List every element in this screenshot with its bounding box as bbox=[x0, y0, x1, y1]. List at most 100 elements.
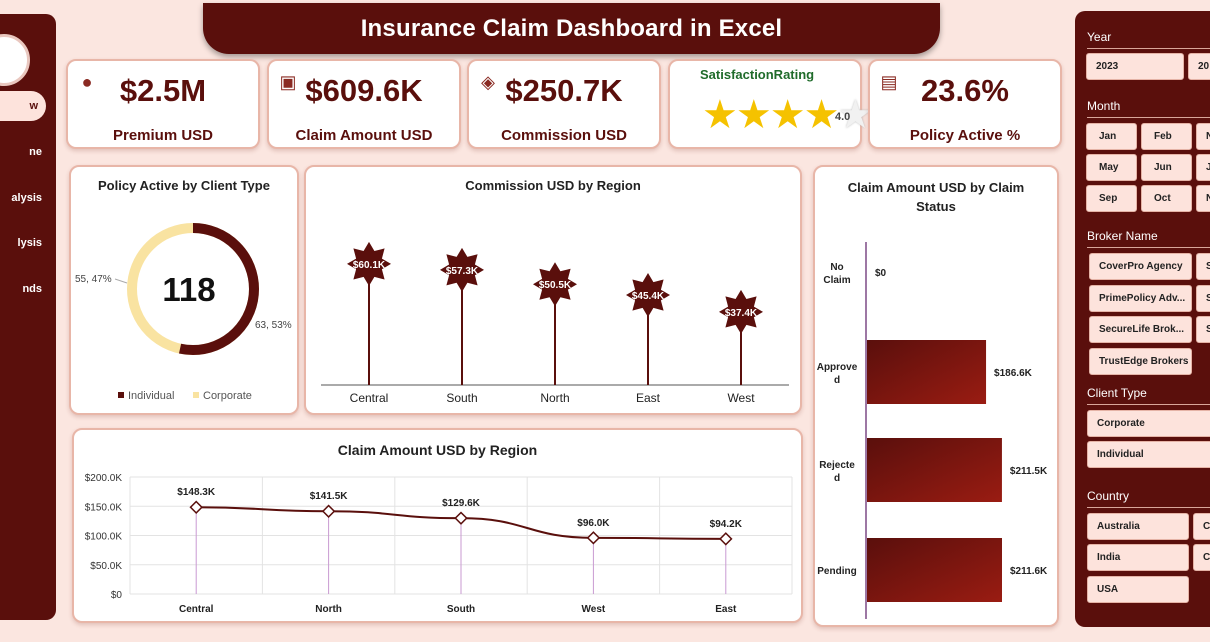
page-title: Insurance Claim Dashboard in Excel bbox=[360, 14, 783, 42]
chart-title: Policy Active by Client Type bbox=[98, 178, 270, 193]
slicer-item-broker[interactable]: PrimePolicy Adv... bbox=[1089, 285, 1192, 312]
slicer-item-broker[interactable]: S bbox=[1196, 253, 1210, 280]
bar[interactable] bbox=[867, 538, 1002, 602]
slicer-item-month[interactable]: Sep bbox=[1086, 185, 1137, 212]
slicer-panel: Year 2023 20 Month Jan Feb N May Jun J S… bbox=[1075, 11, 1210, 627]
chart-title: Claim Amount USD by Claim Status bbox=[847, 180, 1025, 214]
slicer-item-country[interactable]: Australia bbox=[1087, 513, 1189, 540]
commission-region-panel: Commission USD by Region $60.1K Central $5… bbox=[304, 165, 802, 415]
donut-label-corporate: 55, 47% bbox=[75, 274, 112, 285]
data-label: $148.3K bbox=[177, 487, 216, 498]
slicer-item-country[interactable]: USA bbox=[1087, 576, 1189, 603]
slicer-item-year-2023[interactable]: 2023 bbox=[1086, 53, 1184, 80]
data-point[interactable] bbox=[454, 511, 468, 525]
data-label: $211.6K bbox=[1010, 566, 1048, 577]
data-point[interactable] bbox=[586, 531, 601, 545]
slicer-item-country[interactable]: C bbox=[1193, 513, 1210, 540]
claim-region-chart: $200.0K $150.0K $100.0K $50.0K $0 $148.3K Cent… bbox=[85, 473, 793, 615]
cash-hand-icon: ▣ bbox=[279, 72, 297, 92]
slicer-item-month[interactable]: Jan bbox=[1086, 123, 1137, 150]
slicer-item-month[interactable]: May bbox=[1086, 154, 1137, 181]
slicer-item-month[interactable]: Feb bbox=[1141, 123, 1192, 150]
slicer-item-broker[interactable]: S bbox=[1196, 316, 1210, 343]
y-tick-label: $50.0K bbox=[90, 561, 122, 572]
category-label: North bbox=[315, 604, 342, 615]
slicer-item-client-type[interactable]: Corporate bbox=[1087, 410, 1210, 437]
legend-label-individual: Individual bbox=[128, 390, 174, 402]
starburst-marker[interactable] bbox=[533, 262, 577, 307]
category-label: North bbox=[540, 391, 569, 405]
slicer-item-month[interactable]: N bbox=[1196, 185, 1210, 212]
nav-item-timeline[interactable]: ne bbox=[29, 146, 42, 158]
data-label: $96.0K bbox=[577, 518, 610, 529]
bar[interactable] bbox=[867, 340, 987, 404]
divider bbox=[1087, 247, 1210, 248]
data-point[interactable] bbox=[719, 532, 733, 546]
kpi-value: $609.6K bbox=[305, 73, 423, 108]
policy-document-icon: ▤ bbox=[880, 72, 898, 92]
donut-center-value: 118 bbox=[162, 271, 215, 308]
slicer-item-month[interactable]: J bbox=[1196, 154, 1210, 181]
y-tick-label: $100.0K bbox=[85, 532, 123, 543]
handshake-icon: ◈ bbox=[481, 72, 495, 92]
slicer-item-client-type[interactable]: Individual bbox=[1087, 441, 1210, 468]
data-point[interactable] bbox=[321, 504, 336, 518]
divider bbox=[1087, 48, 1210, 49]
donut-slice-individual[interactable] bbox=[127, 223, 259, 355]
slicer-item-country[interactable]: India bbox=[1087, 544, 1189, 571]
leader-line bbox=[114, 278, 128, 284]
kpi-label: Policy Active % bbox=[909, 127, 1021, 144]
nav-item-analysis-2[interactable]: lysis bbox=[17, 237, 42, 249]
star-rating: ★★★★★ bbox=[702, 91, 873, 139]
slicer-item-broker[interactable]: TrustEdge Brokers bbox=[1089, 348, 1192, 375]
slicer-item-month[interactable]: Oct bbox=[1141, 185, 1192, 212]
data-point[interactable] bbox=[189, 500, 203, 514]
category-label: Central bbox=[179, 604, 214, 615]
data-label: $94.2K bbox=[710, 519, 743, 530]
slicer-item-country[interactable]: C bbox=[1193, 544, 1210, 571]
bar[interactable] bbox=[867, 438, 1002, 502]
slicer-item-month[interactable]: N bbox=[1196, 123, 1210, 150]
category-label: Central bbox=[350, 391, 389, 405]
starburst-marker[interactable] bbox=[626, 273, 670, 317]
kpi-commission: ◈ $250.7K Commission USD bbox=[467, 59, 661, 149]
kpi-policy-active: ▤ 23.6% Policy Active % bbox=[868, 59, 1062, 149]
avatar[interactable] bbox=[0, 34, 30, 86]
nav-item-overview[interactable]: w bbox=[0, 91, 46, 121]
policy-active-panel: Policy Active by Client Type 118 55, 47%… bbox=[69, 165, 299, 415]
star-icon: ★ bbox=[803, 93, 840, 137]
slicer-item-broker[interactable]: SecureLife Brok... bbox=[1089, 316, 1192, 343]
slicer-item-year[interactable]: 20 bbox=[1188, 53, 1210, 80]
data-label: $37.4K bbox=[725, 308, 758, 319]
category-label: West bbox=[582, 604, 606, 615]
starburst-marker[interactable] bbox=[440, 247, 484, 292]
kpi-premium: ● $2.5M Premium USD bbox=[66, 59, 260, 149]
data-label: $50.5K bbox=[539, 280, 572, 291]
left-nav: w ne alysis lysis nds bbox=[0, 14, 56, 620]
slicer-item-month[interactable]: Jun bbox=[1141, 154, 1192, 181]
star-icon: ★ bbox=[735, 93, 772, 137]
starburst-marker[interactable] bbox=[719, 289, 763, 334]
commission-chart: $60.1K Central $57.3K South $50.5K North $45.4… bbox=[321, 241, 789, 405]
data-label: $129.6K bbox=[442, 498, 481, 509]
slicer-title-country: Country bbox=[1087, 489, 1130, 503]
kpi-label: Premium USD bbox=[112, 127, 214, 144]
divider bbox=[1087, 404, 1210, 405]
star-icon: ★ bbox=[837, 93, 873, 137]
starburst-marker[interactable] bbox=[347, 241, 391, 286]
slicer-item-broker[interactable]: CoverPro Agency bbox=[1089, 253, 1192, 280]
kpi-label: Claim Amount USD bbox=[295, 127, 433, 144]
slicer-item-broker[interactable]: S bbox=[1196, 285, 1210, 312]
data-label: $45.4K bbox=[632, 291, 665, 302]
nav-item-analysis-1[interactable]: alysis bbox=[11, 192, 42, 204]
category-label: Pending bbox=[817, 566, 856, 577]
nav-item-trends[interactable]: nds bbox=[22, 283, 42, 295]
slicer-title-month: Month bbox=[1087, 99, 1121, 113]
slicer-title-year: Year bbox=[1087, 30, 1112, 44]
divider bbox=[1087, 117, 1210, 118]
data-label: $60.1K bbox=[353, 260, 386, 271]
kpi-satisfaction: SatisfactionRating ★★★★★ 4.0 bbox=[668, 59, 873, 149]
data-label: $57.3K bbox=[446, 266, 479, 277]
kpi-value: $2.5M bbox=[119, 73, 207, 108]
data-label: $186.6K bbox=[994, 368, 1033, 379]
